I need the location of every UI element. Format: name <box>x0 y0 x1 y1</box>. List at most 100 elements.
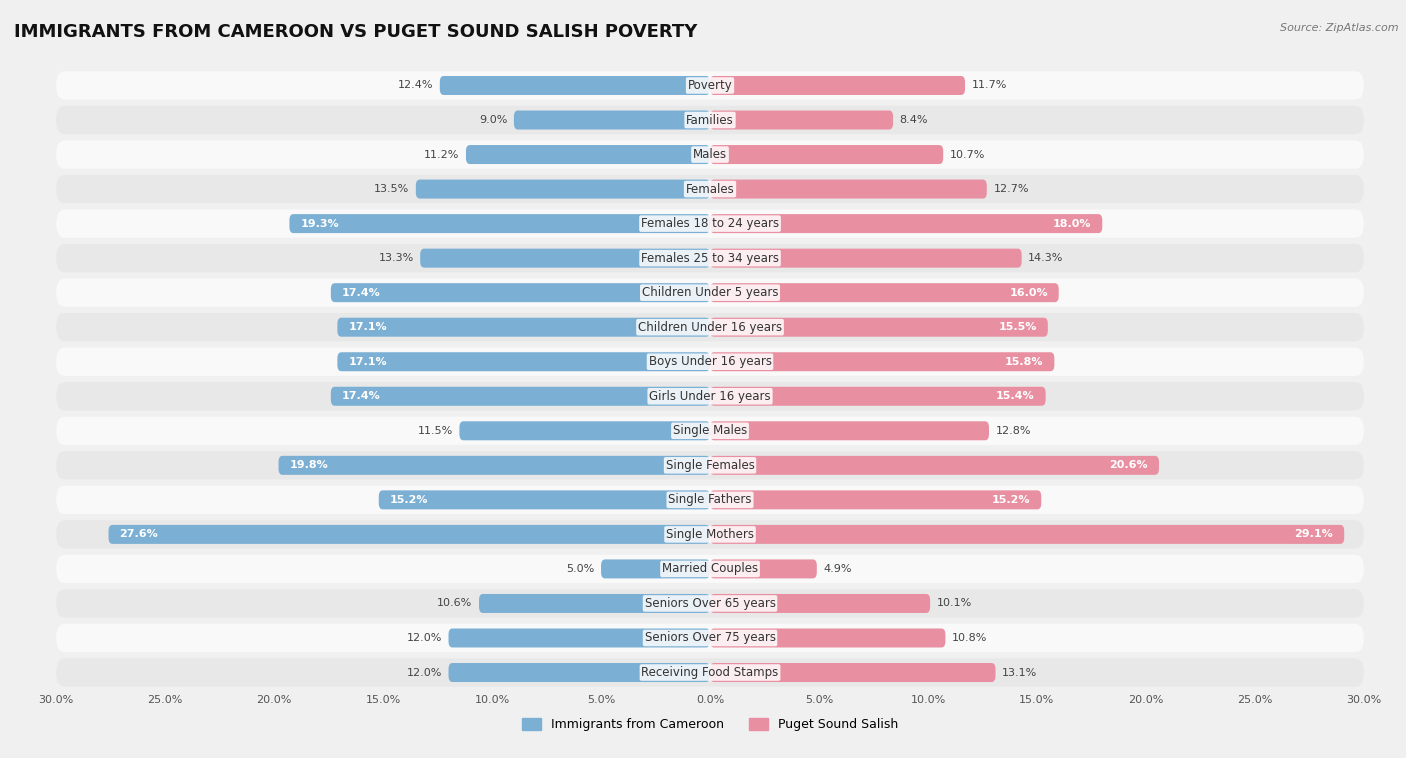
Text: 18.0%: 18.0% <box>1053 218 1091 229</box>
Text: 20.6%: 20.6% <box>1109 460 1149 470</box>
FancyBboxPatch shape <box>515 111 710 130</box>
Text: Source: ZipAtlas.com: Source: ZipAtlas.com <box>1281 23 1399 33</box>
FancyBboxPatch shape <box>449 628 710 647</box>
FancyBboxPatch shape <box>56 175 1364 203</box>
FancyBboxPatch shape <box>710 490 1042 509</box>
Text: 15.5%: 15.5% <box>998 322 1038 332</box>
FancyBboxPatch shape <box>710 76 965 95</box>
Text: 17.1%: 17.1% <box>349 357 387 367</box>
Text: 15.4%: 15.4% <box>995 391 1035 401</box>
Text: Receiving Food Stamps: Receiving Food Stamps <box>641 666 779 679</box>
FancyBboxPatch shape <box>337 318 710 337</box>
FancyBboxPatch shape <box>710 421 988 440</box>
FancyBboxPatch shape <box>330 283 710 302</box>
Text: 12.0%: 12.0% <box>406 633 441 643</box>
Text: 11.7%: 11.7% <box>972 80 1007 90</box>
FancyBboxPatch shape <box>56 106 1364 134</box>
Text: 14.3%: 14.3% <box>1028 253 1063 263</box>
FancyBboxPatch shape <box>710 249 1022 268</box>
FancyBboxPatch shape <box>56 417 1364 445</box>
FancyBboxPatch shape <box>56 140 1364 169</box>
Text: 12.8%: 12.8% <box>995 426 1031 436</box>
Text: Single Females: Single Females <box>665 459 755 471</box>
FancyBboxPatch shape <box>416 180 710 199</box>
FancyBboxPatch shape <box>602 559 710 578</box>
Text: Females 18 to 24 years: Females 18 to 24 years <box>641 217 779 230</box>
FancyBboxPatch shape <box>710 352 1054 371</box>
FancyBboxPatch shape <box>108 525 710 544</box>
Text: 13.1%: 13.1% <box>1002 668 1038 678</box>
Text: Children Under 16 years: Children Under 16 years <box>638 321 782 334</box>
Text: 27.6%: 27.6% <box>120 529 159 540</box>
FancyBboxPatch shape <box>56 313 1364 341</box>
FancyBboxPatch shape <box>56 659 1364 687</box>
Text: 9.0%: 9.0% <box>479 115 508 125</box>
Text: 19.3%: 19.3% <box>301 218 339 229</box>
FancyBboxPatch shape <box>290 214 710 233</box>
FancyBboxPatch shape <box>337 352 710 371</box>
Text: 29.1%: 29.1% <box>1295 529 1333 540</box>
FancyBboxPatch shape <box>710 283 1059 302</box>
Text: Married Couples: Married Couples <box>662 562 758 575</box>
Text: 8.4%: 8.4% <box>900 115 928 125</box>
Text: 12.0%: 12.0% <box>406 668 441 678</box>
Text: 11.5%: 11.5% <box>418 426 453 436</box>
Text: 12.7%: 12.7% <box>993 184 1029 194</box>
FancyBboxPatch shape <box>710 214 1102 233</box>
FancyBboxPatch shape <box>710 111 893 130</box>
Text: 5.0%: 5.0% <box>567 564 595 574</box>
FancyBboxPatch shape <box>56 555 1364 583</box>
Text: 17.4%: 17.4% <box>342 288 381 298</box>
FancyBboxPatch shape <box>56 71 1364 99</box>
Text: Males: Males <box>693 148 727 161</box>
FancyBboxPatch shape <box>56 451 1364 480</box>
Text: Families: Families <box>686 114 734 127</box>
FancyBboxPatch shape <box>460 421 710 440</box>
Text: 10.1%: 10.1% <box>936 599 972 609</box>
FancyBboxPatch shape <box>710 559 817 578</box>
FancyBboxPatch shape <box>710 594 931 613</box>
Text: 4.9%: 4.9% <box>824 564 852 574</box>
Text: Females 25 to 34 years: Females 25 to 34 years <box>641 252 779 265</box>
Text: Seniors Over 65 years: Seniors Over 65 years <box>644 597 776 610</box>
Text: 15.2%: 15.2% <box>389 495 429 505</box>
Text: Single Fathers: Single Fathers <box>668 493 752 506</box>
FancyBboxPatch shape <box>56 348 1364 376</box>
Text: Boys Under 16 years: Boys Under 16 years <box>648 356 772 368</box>
FancyBboxPatch shape <box>479 594 710 613</box>
Text: Single Males: Single Males <box>673 424 747 437</box>
Text: Children Under 5 years: Children Under 5 years <box>641 287 779 299</box>
FancyBboxPatch shape <box>710 180 987 199</box>
Text: 10.6%: 10.6% <box>437 599 472 609</box>
FancyBboxPatch shape <box>710 145 943 164</box>
FancyBboxPatch shape <box>710 525 1344 544</box>
FancyBboxPatch shape <box>710 628 945 647</box>
Text: 11.2%: 11.2% <box>425 149 460 159</box>
FancyBboxPatch shape <box>56 244 1364 272</box>
FancyBboxPatch shape <box>710 663 995 682</box>
FancyBboxPatch shape <box>378 490 710 509</box>
Text: Single Mothers: Single Mothers <box>666 528 754 541</box>
FancyBboxPatch shape <box>710 456 1159 475</box>
FancyBboxPatch shape <box>420 249 710 268</box>
FancyBboxPatch shape <box>710 387 1046 406</box>
FancyBboxPatch shape <box>465 145 710 164</box>
FancyBboxPatch shape <box>56 486 1364 514</box>
FancyBboxPatch shape <box>278 456 710 475</box>
FancyBboxPatch shape <box>330 387 710 406</box>
Text: Poverty: Poverty <box>688 79 733 92</box>
Text: 10.7%: 10.7% <box>950 149 986 159</box>
Text: Females: Females <box>686 183 734 196</box>
FancyBboxPatch shape <box>56 209 1364 238</box>
Text: IMMIGRANTS FROM CAMEROON VS PUGET SOUND SALISH POVERTY: IMMIGRANTS FROM CAMEROON VS PUGET SOUND … <box>14 23 697 41</box>
Text: 15.2%: 15.2% <box>991 495 1031 505</box>
Text: 12.4%: 12.4% <box>398 80 433 90</box>
FancyBboxPatch shape <box>449 663 710 682</box>
Text: Seniors Over 75 years: Seniors Over 75 years <box>644 631 776 644</box>
Text: Girls Under 16 years: Girls Under 16 years <box>650 390 770 402</box>
Text: 17.1%: 17.1% <box>349 322 387 332</box>
FancyBboxPatch shape <box>56 624 1364 652</box>
FancyBboxPatch shape <box>56 520 1364 549</box>
Text: 15.8%: 15.8% <box>1005 357 1043 367</box>
FancyBboxPatch shape <box>710 318 1047 337</box>
